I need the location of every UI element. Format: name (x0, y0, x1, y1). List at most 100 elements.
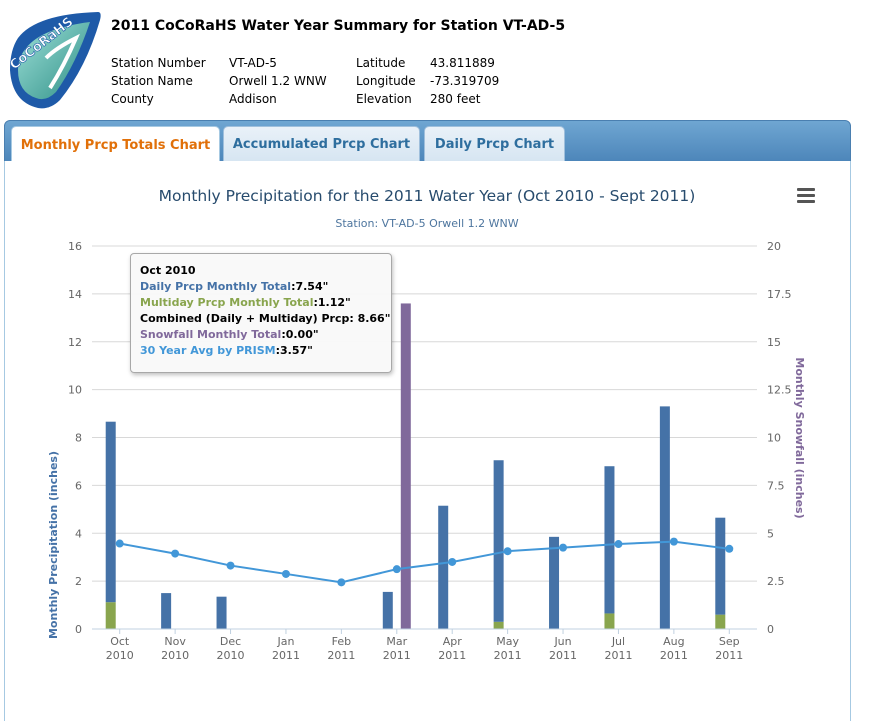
latitude-label: Latitude (356, 56, 406, 70)
y-tick-label: 4 (75, 527, 82, 540)
avg-prism-point[interactable] (115, 539, 124, 548)
tooltip-line-value: :3.57" (275, 344, 313, 357)
y-tick-label: 14 (68, 288, 82, 301)
x-tick-label-month: Dec (220, 635, 241, 648)
tooltip-line-value: :7.54" (291, 280, 329, 293)
tooltip-line-value: : 8.66" (349, 312, 391, 325)
bar-multiday[interactable] (715, 614, 726, 629)
chart-menu-button[interactable] (795, 188, 817, 208)
avg-prism-point[interactable] (669, 537, 678, 546)
y2-tick-label: 2.5 (767, 575, 785, 588)
page-title: 2011 CoCoRaHS Water Year Summary for Sta… (111, 18, 566, 34)
y2-tick-label: 20 (767, 240, 781, 253)
y-axis-title: Monthly Precipitation (inches) (47, 451, 60, 639)
x-tick-label-year: 2011 (438, 649, 466, 662)
avg-prism-point[interactable] (392, 565, 401, 574)
bar-multiday[interactable] (493, 621, 504, 629)
x-tick-label-year: 2010 (106, 649, 134, 662)
tooltip-header: Oct 2010 (140, 264, 196, 277)
avg-prism-point[interactable] (448, 557, 457, 566)
station-number-value: VT-AD-5 (229, 56, 277, 70)
x-tick-label-year: 2011 (604, 649, 632, 662)
avg-prism-point[interactable] (226, 561, 235, 570)
longitude-value: -73.319709 (430, 74, 500, 88)
monthly-precipitation-chart: Monthly Precipitation for the 2011 Water… (47, 187, 806, 662)
tooltip-line-label: Snowfall Monthly Total (140, 328, 282, 341)
x-tick-label-year: 2011 (383, 649, 411, 662)
station-header: CoCoRaHS 2011 CoCoRaHS Water Year Summar… (0, 0, 871, 118)
tooltip-line-label: Multiday Prcp Monthly Total (140, 296, 314, 309)
x-tick-label-month: Apr (443, 635, 463, 648)
station-name-value: Orwell 1.2 WNW (229, 74, 327, 88)
chart-subtitle: Station: VT-AD-5 Orwell 1.2 WNW (335, 217, 518, 230)
bar-snowfall[interactable] (400, 303, 411, 629)
tooltip-line: Daily Prcp Monthly Total:7.54" (140, 279, 382, 295)
y2-tick-label: 7.5 (767, 479, 785, 492)
tooltip-line-label: 30 Year Avg by PRISM (140, 344, 276, 357)
x-tick-label-month: Sep (719, 635, 740, 648)
bar-multiday[interactable] (105, 602, 116, 629)
cocorahs-logo: CoCoRaHS (7, 12, 101, 109)
hamburger-menu-icon (795, 188, 817, 203)
y2-axis-title: Monthly Snowfall (inches) (793, 357, 806, 518)
bar-multiday[interactable] (604, 613, 615, 629)
avg-prism-point[interactable] (725, 544, 734, 553)
x-tick-label-month: Nov (164, 635, 186, 648)
tooltip-line-value: :0.00" (281, 328, 319, 341)
bar-daily[interactable] (604, 466, 615, 614)
chart-title: Monthly Precipitation for the 2011 Water… (159, 187, 696, 205)
bar-daily[interactable] (105, 421, 116, 603)
bar-daily[interactable] (216, 596, 227, 629)
bar-daily[interactable] (493, 460, 504, 622)
x-tick-label-month: Feb (332, 635, 351, 648)
y2-tick-label: 12.5 (767, 384, 792, 397)
avg-prism-point[interactable] (559, 543, 568, 552)
x-tick-label-year: 2011 (549, 649, 577, 662)
x-tick-label-month: Oct (110, 635, 130, 648)
avg-prism-point[interactable] (614, 540, 623, 549)
tooltip-line: Combined (Daily + Multiday) Prcp: 8.66" (140, 311, 390, 327)
tab-daily-prcp-chart[interactable]: Daily Prcp Chart (424, 126, 565, 162)
y2-tick-label: 10 (767, 432, 781, 445)
y-tick-label: 6 (75, 479, 82, 492)
x-tick-label-year: 2010 (217, 649, 245, 662)
tooltip-line: 30 Year Avg by PRISM:3.57" (140, 343, 382, 359)
bar-daily[interactable] (161, 593, 172, 629)
avg-prism-line (119, 540, 730, 584)
avg-prism-point[interactable] (171, 549, 180, 558)
bar-daily[interactable] (382, 591, 393, 629)
avg-prism-point[interactable] (281, 569, 290, 578)
x-tick-label-year: 2011 (272, 649, 300, 662)
x-tick-label-month: May (496, 635, 519, 648)
x-tick-label-year: 2010 (161, 649, 189, 662)
bar-daily[interactable] (715, 517, 726, 615)
x-tick-label-year: 2011 (660, 649, 688, 662)
tooltip-line-value: :1.12" (313, 296, 351, 309)
y2-tick-label: 17.5 (767, 288, 792, 301)
bar-daily[interactable] (438, 505, 449, 629)
x-tick-label-year: 2011 (327, 649, 355, 662)
longitude-label: Longitude (356, 74, 416, 88)
latitude-value: 43.811889 (430, 56, 495, 70)
county-label: County (111, 92, 154, 106)
elevation-value: 280 feet (430, 92, 481, 106)
chart-tooltip: Oct 2010 Daily Prcp Monthly Total:7.54" M… (130, 253, 392, 373)
y-tick-label: 2 (75, 575, 82, 588)
x-tick-label-month: Aug (663, 635, 684, 648)
elevation-label: Elevation (356, 92, 412, 106)
x-tick-label-year: 2011 (715, 649, 743, 662)
avg-prism-point[interactable] (337, 578, 346, 587)
avg-prism-point[interactable] (503, 547, 512, 556)
bar-daily[interactable] (659, 406, 670, 629)
y2-tick-label: 15 (767, 336, 781, 349)
bar-daily[interactable] (549, 536, 560, 629)
x-tick-label-month: Jan (276, 635, 294, 648)
tab-accumulated-prcp-chart[interactable]: Accumulated Prcp Chart (223, 126, 420, 162)
x-tick-label-month: Mar (386, 635, 407, 648)
x-tick-label-month: Jun (553, 635, 571, 648)
y2-tick-label: 0 (767, 623, 774, 636)
station-number-label: Station Number (111, 56, 206, 70)
tooltip-line-label: Combined (Daily + Multiday) Prcp (140, 312, 350, 325)
tab-monthly-prcp-totals-chart[interactable]: Monthly Prcp Totals Chart (11, 126, 220, 163)
y2-tick-label: 5 (767, 527, 774, 540)
